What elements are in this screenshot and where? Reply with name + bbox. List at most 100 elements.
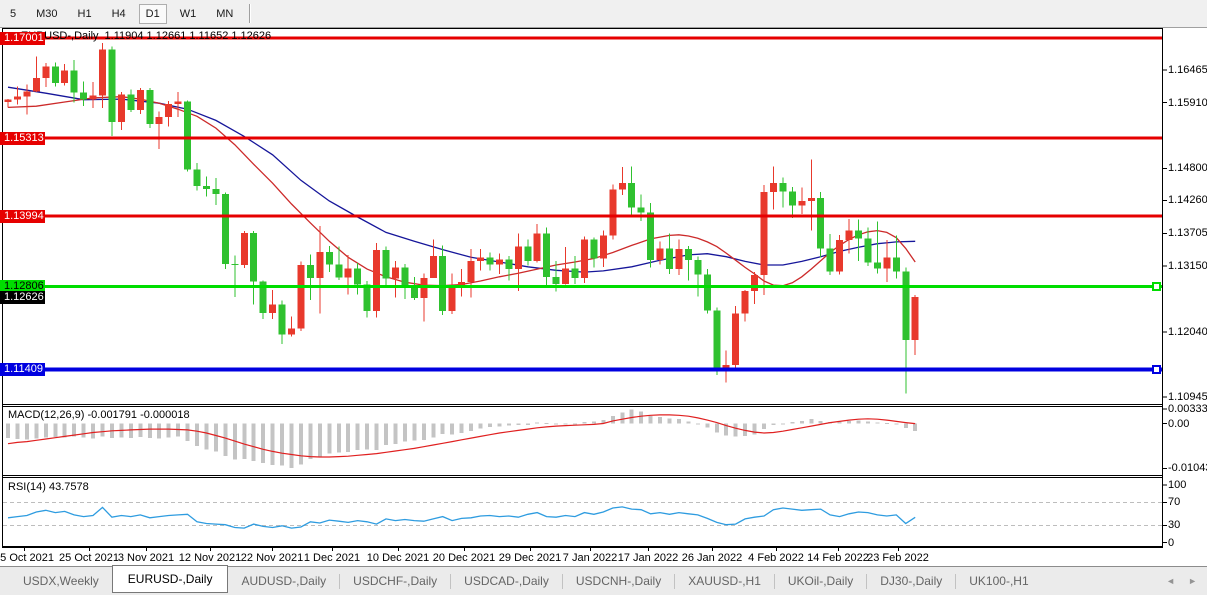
tab-usdchf-daily[interactable]: USDCHF-,Daily bbox=[353, 574, 438, 588]
date-label: 14 Feb 2022 bbox=[807, 552, 869, 564]
macd-histogram-bar bbox=[705, 423, 710, 428]
price-axis-label: 1.12040 bbox=[1168, 325, 1207, 338]
macd-histogram-bar bbox=[459, 423, 464, 433]
candlestick bbox=[703, 274, 711, 311]
tab-xauusd-h1[interactable]: XAUUSD-,H1 bbox=[688, 574, 761, 588]
date-label: 20 Dec 2021 bbox=[432, 552, 496, 564]
macd-histogram-bar bbox=[544, 423, 549, 425]
macd-histogram-bar bbox=[554, 423, 559, 425]
candlestick bbox=[278, 304, 286, 335]
macd-histogram-bar bbox=[743, 423, 748, 436]
macd-histogram-bar bbox=[261, 423, 266, 464]
macd-histogram-bar bbox=[91, 423, 96, 439]
macd-histogram-bar bbox=[138, 423, 143, 437]
candlestick bbox=[297, 264, 305, 329]
macd-axis-label: 0.00 bbox=[1168, 417, 1190, 430]
macd-axis-label: -0.010439 bbox=[1168, 462, 1207, 475]
tab-usdx-weekly[interactable]: USDX,Weekly bbox=[23, 574, 99, 588]
line-handle[interactable] bbox=[1152, 364, 1161, 374]
timeframe-button-w1[interactable]: W1 bbox=[179, 7, 197, 20]
macd-histogram-bar bbox=[610, 415, 615, 424]
macd-histogram-bar bbox=[374, 423, 379, 451]
timeframe-button-d1[interactable]: D1 bbox=[138, 3, 167, 24]
timeframe-toolbar: 5 M30 H1 H4 D1 W1 MN bbox=[0, 0, 1207, 28]
timeframe-button-m30[interactable]: M30 bbox=[36, 7, 58, 20]
tab-usdcnh-daily[interactable]: USDCNH-,Daily bbox=[575, 574, 662, 588]
candlestick bbox=[760, 192, 768, 276]
macd-histogram-bar bbox=[289, 423, 294, 469]
macd-histogram-bar bbox=[251, 423, 256, 461]
date-label: 1 Dec 2021 bbox=[303, 552, 361, 564]
price-badge: 1.12626 bbox=[0, 290, 45, 304]
date-label: 7 Jan 2022 bbox=[562, 552, 618, 564]
macd-histogram-bar bbox=[639, 411, 644, 424]
macd-histogram-bar bbox=[280, 423, 285, 466]
tab-audusd-daily[interactable]: AUDUSD-,Daily bbox=[241, 574, 327, 588]
toolbar-separator bbox=[249, 4, 252, 23]
macd-histogram-bar bbox=[242, 423, 247, 460]
macd-histogram-bar bbox=[81, 423, 86, 438]
scroll-right-icon[interactable]: ► bbox=[1188, 576, 1197, 586]
macd-histogram-bar bbox=[714, 423, 719, 433]
macd-histogram-bar bbox=[72, 423, 77, 437]
macd-histogram-bar bbox=[6, 423, 10, 439]
macd-histogram-bar bbox=[525, 423, 530, 425]
tab-ukoil-daily[interactable]: UKOil-,Daily bbox=[787, 574, 854, 588]
candlestick bbox=[259, 281, 267, 313]
candlestick bbox=[911, 297, 919, 340]
macd-histogram-bar bbox=[53, 423, 58, 437]
timeframe-button-h4[interactable]: H4 bbox=[111, 7, 126, 20]
candlestick bbox=[873, 262, 881, 269]
candlestick bbox=[892, 257, 900, 272]
candlestick bbox=[533, 233, 541, 261]
candlestick bbox=[306, 264, 314, 279]
candlestick bbox=[23, 91, 31, 97]
macd-histogram-bar bbox=[497, 423, 502, 427]
macd-histogram-bar bbox=[298, 423, 303, 465]
macd-histogram-bar bbox=[516, 423, 521, 426]
candlestick bbox=[524, 246, 532, 261]
tab-eurusd-daily[interactable]: EURUSD-,Daily bbox=[111, 564, 229, 593]
date-label: 10 Dec 2021 bbox=[366, 552, 430, 564]
timeframe-button-h1[interactable]: H1 bbox=[77, 7, 92, 20]
candlestick-series bbox=[4, 42, 919, 394]
candlestick bbox=[722, 365, 730, 368]
macd-histogram-bar bbox=[695, 423, 700, 425]
candlestick bbox=[184, 101, 192, 170]
macd-histogram-bar bbox=[450, 423, 455, 435]
scroll-left-icon[interactable]: ◄ bbox=[1166, 576, 1176, 586]
macd-histogram-bar bbox=[365, 423, 370, 450]
tab-divider bbox=[339, 573, 341, 589]
candlestick bbox=[51, 66, 59, 84]
tab-uk100-h1[interactable]: UK100-,H1 bbox=[969, 574, 1029, 588]
tab-usdcad-daily[interactable]: USDCAD-,Daily bbox=[464, 574, 549, 588]
timeframe-button-mn[interactable]: MN bbox=[216, 7, 234, 20]
timeframe-button-5[interactable]: 5 bbox=[10, 7, 17, 20]
candlestick bbox=[741, 291, 749, 314]
rsi-indicator-label: RSI(14) 43.7578 bbox=[8, 481, 89, 493]
macd-histogram-bar bbox=[204, 423, 209, 450]
rsi-line bbox=[7, 506, 916, 529]
macd-histogram-bar bbox=[724, 423, 729, 436]
macd-histogram-bar bbox=[213, 423, 218, 452]
line-handle[interactable] bbox=[1152, 282, 1161, 292]
candlestick bbox=[845, 230, 853, 241]
macd-histogram-bar bbox=[762, 423, 766, 430]
macd-indicator-label: MACD(12,26,9) -0.001791 -0.000018 bbox=[8, 409, 190, 421]
macd-histogram-bar bbox=[24, 423, 29, 440]
candlestick bbox=[439, 256, 447, 312]
macd-histogram-bar bbox=[884, 423, 889, 425]
date-label: 12 Nov 2021 bbox=[178, 552, 242, 564]
tab-dj30-daily[interactable]: DJ30-,Daily bbox=[880, 574, 943, 588]
macd-axis-label: 0.003331 bbox=[1168, 403, 1207, 416]
macd-histogram-bar bbox=[591, 421, 596, 424]
macd-histogram-bar bbox=[336, 423, 341, 453]
macd-histogram-bar bbox=[601, 420, 606, 424]
candlestick bbox=[798, 200, 806, 206]
candlestick bbox=[732, 313, 740, 366]
candlestick bbox=[344, 268, 352, 278]
date-label: 29 Dec 2021 bbox=[498, 552, 562, 564]
candlestick bbox=[618, 183, 626, 190]
candlestick bbox=[363, 284, 371, 312]
